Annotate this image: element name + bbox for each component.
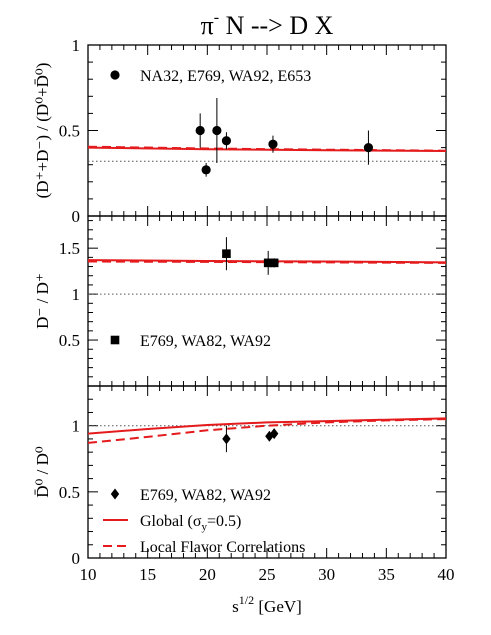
x-tick-label: 20	[199, 565, 216, 584]
y-tick-label: 0.5	[59, 483, 80, 502]
legend-label: Global (σy=0.5)	[140, 513, 241, 533]
y-ticks	[88, 385, 446, 559]
data-point	[222, 249, 231, 258]
title-pi-superscript: -	[214, 9, 219, 26]
local-flavor-curve	[87, 418, 447, 444]
x-axis: 10 15 20 25 30 35 40	[80, 565, 455, 584]
y-tick-label: 1	[72, 417, 81, 436]
x-tick-label: 15	[139, 565, 156, 584]
legend-marker	[110, 335, 120, 345]
data-point	[269, 428, 279, 440]
data-point	[201, 165, 211, 175]
data-point	[221, 136, 232, 146]
legend-label: E769, WA82, WA92	[140, 333, 271, 350]
y-tick-label: 0	[72, 207, 81, 226]
x-minor-ticks	[87, 216, 447, 386]
y-axis-label: (D⁺+D⁻) / (D⁰+D̄⁰)	[33, 63, 52, 199]
legend-label-part: =0.5)	[207, 513, 241, 530]
panel-frame	[87, 215, 447, 387]
data-point	[363, 143, 374, 153]
global-curve	[87, 146, 447, 152]
x-tick-label: 10	[80, 565, 97, 584]
x-minor-ticks	[87, 45, 447, 216]
y-tick-label: 0	[72, 549, 81, 568]
y-tick-label: 1	[72, 285, 81, 304]
data-point	[212, 125, 222, 136]
y-tick-label: 0.5	[59, 122, 80, 141]
title-reaction: N --> D X	[219, 11, 334, 40]
title-pi: π	[201, 11, 214, 40]
panel-bottom: 0 0.5 1 D̄⁰ / D⁰ E769, WA82, WA92 Global (σy=…	[33, 385, 447, 568]
panel-frame	[87, 385, 447, 559]
y-axis-label: D̄⁰ / D⁰	[33, 446, 52, 498]
panels-group: 0 0.5 1 (D⁺+D⁻) / (D⁰+D̄⁰) NA32, E769, WA92,…	[33, 36, 447, 568]
x-tick-label: 30	[318, 565, 335, 584]
legend-marker	[110, 70, 120, 80]
x-axis-label-base: s	[232, 597, 239, 616]
y-tick-label: 1.5	[59, 239, 80, 258]
legend-marker	[110, 488, 120, 500]
legend-label: NA32, E769, WA92, E653	[140, 68, 311, 85]
local-flavor-curve	[87, 260, 447, 264]
panel-middle: 0.5 1 1.5 D⁻ / D⁺ E769, WA82, WA92	[33, 215, 447, 387]
data-point	[268, 139, 278, 149]
legend-label-part: y	[202, 521, 208, 533]
y-axis-label: D⁻ / D⁺	[33, 273, 52, 329]
data-point	[269, 258, 279, 268]
legend-label-part: Global (σ	[140, 513, 202, 530]
legend-label: Local Flavor Correlations	[140, 539, 305, 556]
y-ticks	[88, 220, 446, 387]
x-tick-label: 35	[378, 565, 395, 584]
data-point	[222, 433, 231, 445]
x-tick-label: 25	[259, 565, 276, 584]
panel-top: 0 0.5 1 (D⁺+D⁻) / (D⁰+D̄⁰) NA32, E769, WA92,…	[33, 36, 447, 226]
x-axis-label: s1/2 [GeV]	[232, 593, 302, 616]
data-point	[263, 258, 273, 268]
y-tick-label: 0.5	[59, 331, 80, 350]
x-minor-ticks	[87, 386, 447, 558]
x-axis-label-unit: [GeV]	[254, 597, 302, 616]
chart-title: π- N --> D X	[201, 9, 334, 40]
x-tick-label: 40	[438, 565, 455, 584]
local-flavor-curve	[87, 145, 447, 152]
y-tick-label: 1	[72, 36, 81, 55]
legend-label: E769, WA82, WA92	[140, 487, 271, 504]
data-point	[195, 125, 205, 136]
x-axis-label-superscript: 1/2	[239, 593, 254, 607]
